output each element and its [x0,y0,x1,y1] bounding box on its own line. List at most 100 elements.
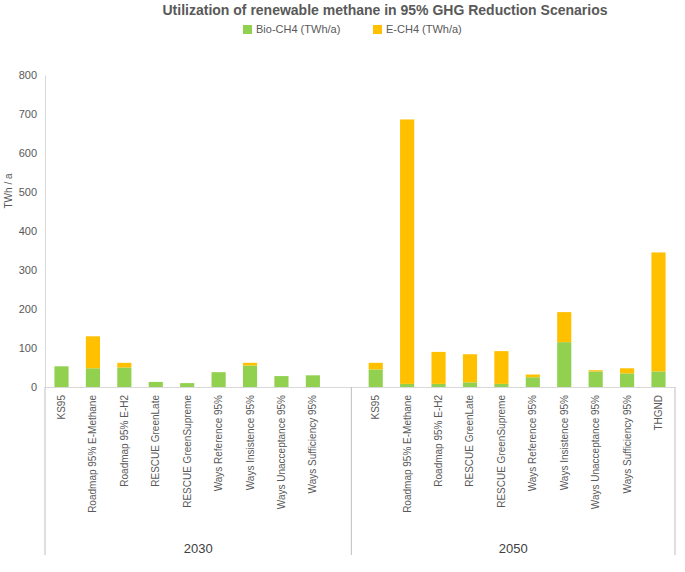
y-axis-line [45,76,46,388]
x-tick-label: Ways Insistence 95% [559,395,570,490]
chart: Utilization of renewable methane in 95% … [0,0,685,572]
x-tick: RESCUE GreenLate [464,387,475,487]
bar [274,376,288,387]
x-tick-label: Ways Reference 95% [527,395,538,491]
legend-label: Bio-CH4 (TWh/a) [256,23,340,35]
bar [431,384,445,387]
bar [180,383,194,384]
x-tick: Roadmap 95% E-H2 [119,387,130,487]
bar [86,368,100,387]
x-tick: THGND [653,387,664,431]
legend-label: E-CH4 (TWh/a) [386,23,462,35]
x-tick-label: Roadmap 95% E-Methane [87,395,98,513]
x-tick: Roadmap 95% E-Methane [402,387,413,513]
bar [369,363,383,370]
bar [212,372,226,373]
y-tick-label: 500 [19,186,37,198]
y-tick: 600 [19,147,45,159]
x-axis: KS95 Roadmap 95% E-Methane Roadmap 95% E-H… [46,387,676,513]
x-tick: RESCUE GreenLate [150,387,161,487]
legend: Bio-CH4 (TWh/a) E-CH4 (TWh/a) [243,23,462,35]
bar [180,383,194,387]
bar [463,354,477,382]
bar [526,377,540,387]
x-tick: Ways Unacceptance 95% [276,387,287,509]
group-separator [351,387,352,555]
bar [651,371,665,387]
x-tick: Ways Reference 95% [527,387,538,491]
x-tick: Ways Insistence 95% [245,387,256,490]
y-axis-title: TWh / a [3,173,14,208]
bar [526,375,540,378]
group-separator [675,387,676,555]
x-tick: Roadmap 95% E-H2 [433,387,444,487]
y-tick-label: 800 [19,69,37,81]
bar [494,384,508,387]
x-tick-label: THGND [653,395,664,431]
bar [54,366,68,387]
y-tick: 800 [19,69,45,81]
x-tick-label: Ways Insistence 95% [245,395,256,490]
bar [117,368,131,388]
group-label: 2050 [499,541,528,556]
x-tick-label: Roadmap 95% E-Methane [402,395,413,513]
y-tick: 400 [19,225,45,237]
x-tick-label: Roadmap 95% E-H2 [119,395,130,487]
x-tick: Ways Unacceptance 95% [590,387,601,509]
bar [243,366,257,387]
x-tick-label: RESCUE GreenSupreme [182,395,193,508]
x-axis-line [46,387,676,388]
x-tick-label: Ways Unacceptance 95% [590,395,601,509]
x-tick-label: Ways Sufficiency 95% [622,395,633,493]
bar [306,375,320,387]
y-tick-label: 300 [19,264,37,276]
x-tick: Roadmap 95% E-Methane [87,387,98,513]
x-tick: Ways Insistence 95% [559,387,570,490]
legend-swatch [243,25,252,34]
bar [149,382,163,387]
x-tick-label: KS95 [370,395,381,420]
bar [651,252,665,371]
group-separator [45,387,46,555]
x-tick-label: Ways Sufficiency 95% [307,395,318,493]
bar [589,371,603,387]
y-tick-label: 400 [19,225,37,237]
x-tick: RESCUE GreenSupreme [182,387,193,508]
bar [400,384,414,387]
y-tick: 200 [19,303,45,315]
x-tick-label: RESCUE GreenSupreme [496,395,507,508]
y-tick: 500 [19,186,45,198]
bar [274,376,288,377]
bars [54,119,665,387]
y-tick-label: 600 [19,147,37,159]
bar [620,368,634,373]
y-tick-label: 700 [19,108,37,120]
y-tick-label: 0 [31,381,37,393]
bar [463,382,477,387]
bar [54,366,68,367]
y-tick: 300 [19,264,45,276]
x-tick: RESCUE GreenSupreme [496,387,507,508]
legend-swatch [373,25,382,34]
plot: 0 100 200 300 400 500 600 700 800 KS95 Roadmap 95%… [19,69,676,556]
x-tick: KS95 [56,387,67,419]
y-tick: 700 [19,108,45,120]
bar [589,370,603,371]
x-tick-label: RESCUE GreenLate [150,395,161,487]
group-label: 2030 [184,541,213,556]
bar [557,312,571,342]
x-tick: Ways Sufficiency 95% [622,387,633,493]
y-tick-label: 100 [19,342,37,354]
bar [400,119,414,383]
bar [306,375,320,376]
x-tick-label: Roadmap 95% E-H2 [433,395,444,487]
x-tick: KS95 [370,387,381,419]
y-tick: 100 [19,342,45,354]
x-tick-label: RESCUE GreenLate [464,395,475,487]
bar [557,342,571,387]
y-axis: 0 100 200 300 400 500 600 700 800 [19,69,46,393]
bar [149,381,163,382]
bar [212,372,226,387]
bar [117,363,131,368]
x-tick: Ways Reference 95% [213,387,224,491]
